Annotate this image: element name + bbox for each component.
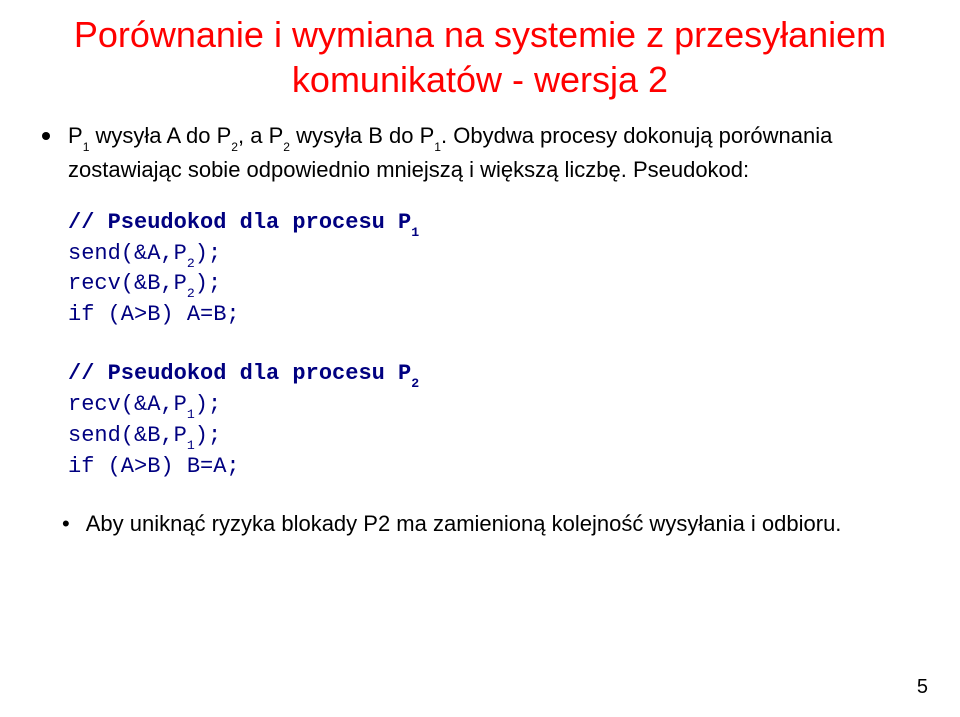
sub-1: 1 xyxy=(83,140,90,154)
bullet-text: P1 wysyła A do P2, a P2 wysyła B do P1. … xyxy=(68,120,926,186)
note-item: • Aby uniknąć ryzyka blokady P2 ma zamie… xyxy=(62,511,926,537)
s: 2 xyxy=(187,286,195,301)
code-line: send(&B,P1); xyxy=(68,421,926,452)
t: ); xyxy=(195,392,221,417)
page-number: 5 xyxy=(917,676,928,699)
sub-2: 2 xyxy=(231,140,238,154)
t: ); xyxy=(195,241,221,266)
code-line: if (A>B) B=A; xyxy=(68,452,926,481)
code-line: send(&A,P2); xyxy=(68,239,926,270)
code-block-p2: // Pseudokod dla procesu P2 recv(&A,P1);… xyxy=(68,359,926,480)
t: send(&B,P xyxy=(68,423,187,448)
t: , a P xyxy=(238,123,283,148)
code-block-p1: // Pseudokod dla procesu P1 send(&A,P2);… xyxy=(68,208,926,329)
c: // Pseudokod dla procesu P xyxy=(68,361,411,386)
t: ); xyxy=(195,271,221,296)
t: recv(&A,P xyxy=(68,392,187,417)
sub-1b: 1 xyxy=(434,140,441,154)
bullet-item: P1 wysyła A do P2, a P2 wysyła B do P1. … xyxy=(34,120,926,186)
t: P xyxy=(68,123,83,148)
code-comment: // Pseudokod dla procesu P1 xyxy=(68,208,926,239)
title-line-2: komunikatów - wersja 2 xyxy=(292,59,668,100)
s: 2 xyxy=(187,256,195,271)
c: // Pseudokod dla procesu P xyxy=(68,210,411,235)
bullet-expr: P1 wysyła A do P2, a P2 wysyła B do P1 xyxy=(68,123,441,148)
slide-page: Porównanie i wymiana na systemie z przes… xyxy=(0,0,960,717)
t: ); xyxy=(195,423,221,448)
title-line-1: Porównanie i wymiana na systemie z przes… xyxy=(74,14,886,55)
bullet-dot-icon xyxy=(42,132,50,140)
code-line: recv(&B,P2); xyxy=(68,269,926,300)
t: wysyła B do P xyxy=(290,123,434,148)
s: 1 xyxy=(187,438,195,453)
slide-title: Porównanie i wymiana na systemie z przes… xyxy=(34,12,926,102)
s: 1 xyxy=(187,407,195,422)
t: recv(&B,P xyxy=(68,271,187,296)
c-sub: 1 xyxy=(411,225,419,240)
code-line: if (A>B) A=B; xyxy=(68,300,926,329)
t: wysyła A do P xyxy=(89,123,231,148)
t: send(&A,P xyxy=(68,241,187,266)
code-line: recv(&A,P1); xyxy=(68,390,926,421)
code-comment: // Pseudokod dla procesu P2 xyxy=(68,359,926,390)
c-sub: 2 xyxy=(411,376,419,391)
note-text: Aby uniknąć ryzyka blokady P2 ma zamieni… xyxy=(86,511,842,537)
sub-2b: 2 xyxy=(283,140,290,154)
note-bullet-icon: • xyxy=(62,511,70,537)
